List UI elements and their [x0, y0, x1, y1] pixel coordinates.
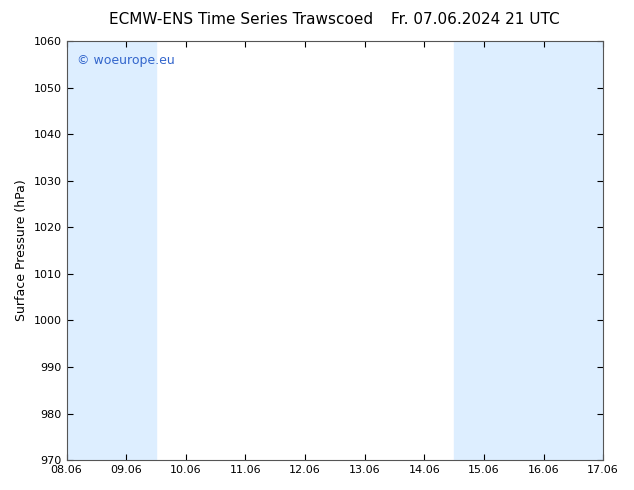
Text: © woeurope.eu: © woeurope.eu [77, 53, 175, 67]
Bar [514, 41, 573, 460]
Text: Fr. 07.06.2024 21 UTC: Fr. 07.06.2024 21 UTC [391, 12, 560, 27]
Y-axis label: Surface Pressure (hPa): Surface Pressure (hPa) [15, 180, 28, 321]
Bar [96, 41, 156, 460]
Bar [454, 41, 514, 460]
Text: ECMW-ENS Time Series Trawscoed: ECMW-ENS Time Series Trawscoed [109, 12, 373, 27]
Bar [573, 41, 633, 460]
Bar [37, 41, 96, 460]
